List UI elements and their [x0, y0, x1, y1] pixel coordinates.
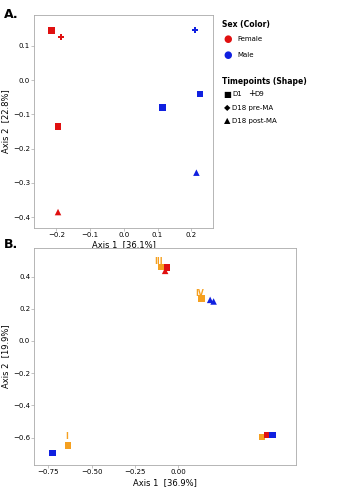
Text: ●: ● [224, 34, 232, 44]
Point [192, 26, 197, 34]
Text: III: III [154, 256, 162, 266]
Y-axis label: Axis 2  [22.8%]: Axis 2 [22.8%] [1, 90, 10, 153]
Text: ◆: ◆ [224, 103, 230, 112]
Text: D9: D9 [255, 91, 264, 97]
Point [55, 208, 61, 216]
Text: I: I [65, 432, 68, 442]
Point [164, 264, 170, 272]
Text: Timepoints (Shape): Timepoints (Shape) [222, 78, 307, 86]
Point [270, 431, 275, 439]
Point [211, 298, 216, 306]
Text: Sex (Color): Sex (Color) [222, 20, 270, 29]
Text: IV: IV [195, 289, 204, 298]
Y-axis label: Axis 2  [19.9%]: Axis 2 [19.9%] [1, 324, 10, 388]
Text: Female: Female [237, 36, 262, 42]
Point [194, 168, 199, 176]
Point [197, 90, 203, 98]
Point [199, 294, 204, 302]
Point [160, 104, 165, 112]
Point [162, 267, 168, 275]
Point [50, 449, 55, 457]
Point [265, 431, 270, 439]
Point [65, 442, 71, 450]
Point [158, 263, 163, 271]
Text: B.: B. [3, 238, 18, 250]
Point [49, 26, 54, 34]
Text: Male: Male [237, 52, 254, 58]
X-axis label: Axis 1  [36.9%]: Axis 1 [36.9%] [133, 478, 197, 487]
Point [259, 433, 265, 441]
Text: D1: D1 [232, 91, 242, 97]
Text: ●: ● [224, 50, 232, 60]
Text: ▲: ▲ [224, 116, 230, 126]
Point [207, 296, 213, 304]
Text: D18 post-MA: D18 post-MA [232, 118, 277, 124]
Text: ■: ■ [224, 90, 232, 98]
Point [58, 34, 64, 42]
Point [55, 122, 61, 130]
Text: +: + [248, 90, 255, 98]
Text: A.: A. [3, 8, 18, 20]
Text: D18 pre-MA: D18 pre-MA [232, 104, 273, 110]
X-axis label: Axis 1  [36.1%]: Axis 1 [36.1%] [92, 240, 156, 250]
